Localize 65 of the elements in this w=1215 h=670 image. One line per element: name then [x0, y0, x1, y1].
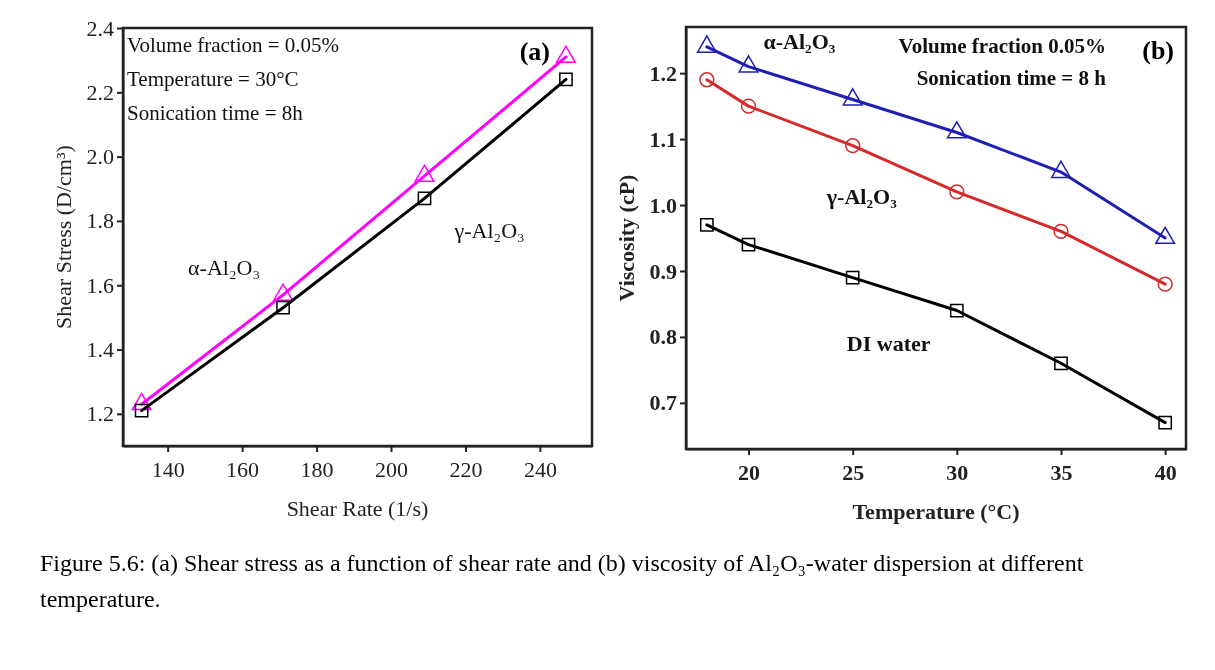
point [1155, 226, 1176, 245]
y-tick-label: 1.0 [649, 192, 677, 218]
y-axis-title: Shear Stress (D/cm³) [51, 145, 76, 329]
point [845, 138, 861, 154]
series-label: DI water [846, 330, 931, 356]
point [949, 184, 965, 200]
x-tick-label: 200 [375, 457, 408, 482]
point [741, 237, 756, 252]
x-tick-label: 40 [1154, 460, 1177, 485]
point [555, 45, 576, 64]
x-tick-label: 140 [151, 457, 185, 482]
annotation: Volume fraction 0.05% [898, 34, 1106, 58]
series-label: γ-Al₂O₃ [453, 218, 525, 244]
y-tick-label: 1.2 [86, 401, 114, 427]
y-tick-label: 2.0 [86, 144, 114, 170]
x-tick-label: 240 [523, 457, 557, 482]
point [946, 121, 967, 139]
point [134, 403, 149, 418]
point [276, 300, 290, 315]
y-tick-label: 0.9 [649, 258, 677, 284]
point [699, 217, 714, 232]
point [842, 88, 863, 106]
point [1158, 415, 1173, 430]
x-tick-label: 30 [946, 460, 969, 485]
y-tick-label: 0.7 [649, 390, 677, 416]
y-tick-label: 2.2 [86, 79, 114, 105]
point [949, 303, 964, 318]
annotation: Sonication time = 8 h [916, 66, 1107, 90]
point [740, 98, 757, 114]
point [1054, 356, 1068, 371]
x-tick-label: 160 [226, 457, 260, 482]
x-tick-label: 25 [842, 460, 865, 485]
x-tick-label: 220 [449, 457, 483, 482]
point [1050, 160, 1072, 179]
point [1053, 223, 1069, 240]
y-tick-label: 2.4 [86, 15, 114, 41]
y-axis-title: Viscosity (cP) [614, 174, 639, 302]
y-tick-label: 0.8 [649, 324, 677, 350]
point [738, 55, 759, 73]
chart-title: (b) [1142, 36, 1174, 65]
y-tick-label: 1.6 [86, 272, 114, 298]
caption: Figure 5.6: (a) Shear stress as a function of shear rate and (b) viscosity of Al₂O₃-water dispersion at different temperature. [40, 549, 1085, 614]
point [696, 35, 717, 53]
x-tick-label: 180 [300, 457, 334, 482]
x-axis-title: Temperature (°C) [852, 499, 1020, 524]
annotation: Sonication time = 8h [127, 101, 304, 125]
annotation: Volume fraction = 0.05% [127, 33, 340, 57]
series-label: α-Al₂O₃ [763, 28, 836, 54]
y-tick-label: 1.2 [649, 60, 677, 86]
point [414, 164, 435, 183]
y-tick-label: 1.8 [86, 208, 114, 234]
point [699, 72, 715, 88]
point [1157, 276, 1173, 292]
point [845, 270, 860, 285]
point [273, 283, 294, 301]
chart-title: (a) [519, 37, 550, 66]
y-tick-label: 1.1 [649, 126, 677, 152]
x-tick-label: 20 [738, 460, 760, 485]
annotation: Temperature = 30°C [127, 67, 299, 91]
y-tick-label: 1.4 [86, 337, 114, 363]
series-label: γ-Al₂O₃ [825, 183, 898, 209]
x-axis-title: Shear Rate (1/s) [286, 496, 429, 521]
series-label: α-Al₂O₃ [188, 254, 261, 280]
point [417, 191, 432, 206]
x-tick-label: 35 [1050, 460, 1073, 485]
